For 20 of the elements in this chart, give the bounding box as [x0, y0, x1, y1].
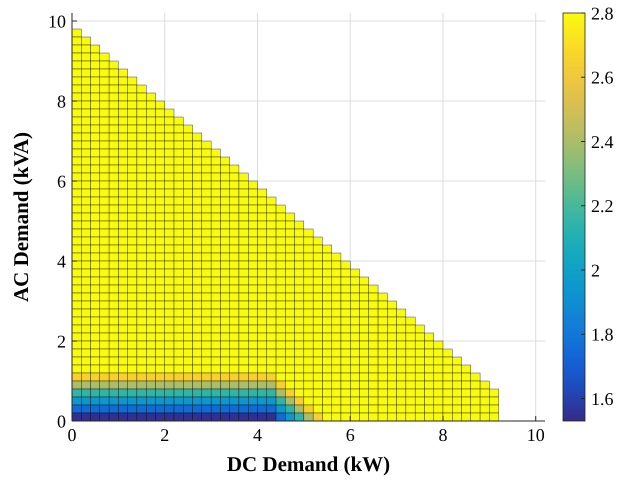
x-tick-label: 6 — [346, 425, 355, 445]
color-bar-label: 1.6 — [591, 388, 614, 409]
color-bar-label: 2 — [591, 260, 600, 280]
color-bar-label: 2.4 — [591, 132, 614, 152]
x-tick-label: 4 — [252, 425, 262, 445]
x-tick-label: 10 — [526, 425, 545, 445]
x-tick-label: 2 — [160, 425, 170, 445]
color-bar-label: 2.6 — [591, 68, 614, 88]
y-tick-label: 8 — [57, 91, 66, 112]
x-tick-label: 8 — [438, 425, 448, 445]
y-tick-label: 2 — [57, 331, 66, 352]
y-tick-label: 10 — [48, 11, 66, 32]
x-axis-title: DC Demand (kW) — [226, 452, 390, 476]
y-tick-label: 6 — [57, 171, 66, 192]
color-bar-label: 1.8 — [591, 324, 614, 345]
y-tick-label: 4 — [57, 251, 66, 272]
color-bar-label: 2.8 — [591, 3, 614, 24]
color-bar-label: 2.2 — [591, 196, 614, 216]
y-axis-title: AC Demand (kVA) — [9, 132, 33, 302]
y-tick-label: 0 — [57, 411, 66, 432]
